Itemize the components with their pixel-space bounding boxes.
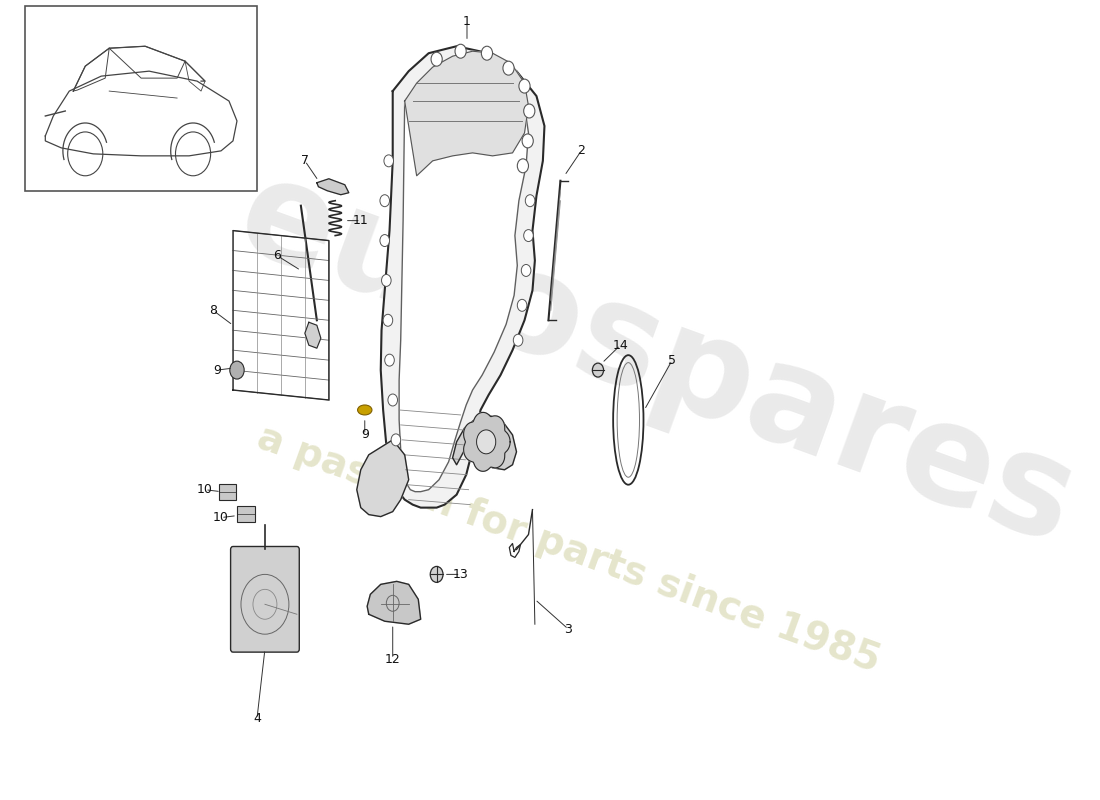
Text: 9: 9 xyxy=(361,428,368,442)
Circle shape xyxy=(476,430,496,454)
Circle shape xyxy=(521,265,531,277)
Text: 11: 11 xyxy=(353,214,369,227)
Text: a passion for parts since 1985: a passion for parts since 1985 xyxy=(252,418,886,680)
Text: 9: 9 xyxy=(213,364,221,377)
FancyBboxPatch shape xyxy=(231,546,299,652)
Circle shape xyxy=(382,274,392,286)
Polygon shape xyxy=(317,178,349,194)
Circle shape xyxy=(522,134,534,148)
Polygon shape xyxy=(305,322,321,348)
Circle shape xyxy=(455,44,466,58)
Text: 10: 10 xyxy=(213,511,229,524)
Text: 3: 3 xyxy=(564,622,572,636)
Text: 13: 13 xyxy=(453,568,469,581)
Circle shape xyxy=(430,566,443,582)
Polygon shape xyxy=(356,440,409,517)
Circle shape xyxy=(514,334,522,346)
Circle shape xyxy=(431,52,442,66)
Circle shape xyxy=(383,314,393,326)
Circle shape xyxy=(482,46,493,60)
Text: 14: 14 xyxy=(613,338,628,352)
Circle shape xyxy=(385,354,394,366)
Text: 4: 4 xyxy=(253,712,261,726)
Circle shape xyxy=(379,234,389,246)
Circle shape xyxy=(384,155,394,167)
Circle shape xyxy=(503,61,514,75)
Circle shape xyxy=(230,361,244,379)
Circle shape xyxy=(392,434,400,446)
Circle shape xyxy=(526,194,535,206)
Text: 12: 12 xyxy=(385,653,400,666)
Circle shape xyxy=(388,394,397,406)
Bar xyxy=(236,506,254,522)
Circle shape xyxy=(593,363,604,377)
Text: 5: 5 xyxy=(668,354,676,366)
Circle shape xyxy=(519,79,530,93)
Text: 8: 8 xyxy=(209,304,217,317)
Text: 7: 7 xyxy=(301,154,309,167)
Circle shape xyxy=(517,159,528,173)
Text: 6: 6 xyxy=(273,249,280,262)
Bar xyxy=(25,6,257,190)
Text: 2: 2 xyxy=(578,144,585,158)
Polygon shape xyxy=(381,46,544,508)
Ellipse shape xyxy=(358,405,372,415)
Text: eurospares: eurospares xyxy=(220,146,1092,574)
Bar xyxy=(219,484,236,500)
Polygon shape xyxy=(452,415,517,470)
Text: 10: 10 xyxy=(197,483,213,496)
Circle shape xyxy=(379,194,389,206)
Circle shape xyxy=(524,230,534,242)
Polygon shape xyxy=(367,582,420,624)
Circle shape xyxy=(524,104,535,118)
Polygon shape xyxy=(399,59,528,492)
Circle shape xyxy=(517,299,527,311)
Text: 1: 1 xyxy=(463,15,471,28)
Polygon shape xyxy=(463,413,510,471)
Polygon shape xyxy=(405,51,528,176)
